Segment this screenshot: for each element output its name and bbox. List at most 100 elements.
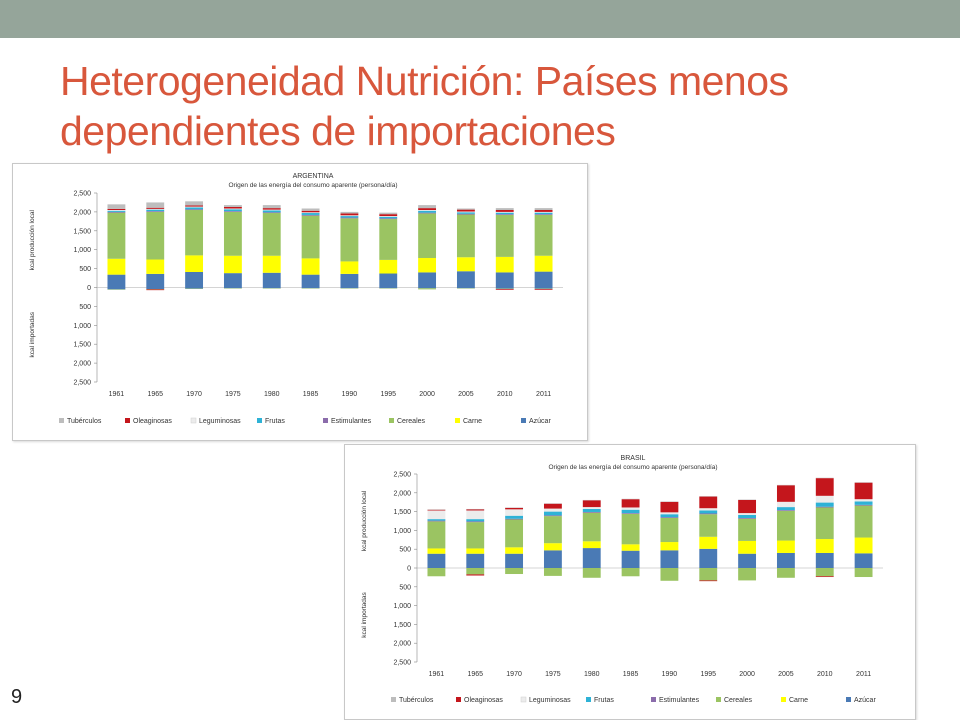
brasil-bar-leguminosas-2010 [815,495,834,503]
brasil-bar-frutas-2005 [776,507,795,511]
argentina-legend-label-leguminosas: Leguminosas [199,418,241,425]
argentina-bar-leguminosas-2000 [418,210,437,211]
brasil-bar-frutas-1985 [621,509,640,514]
brasil-legend-label-oleaginosas: Oleaginosas [464,697,503,704]
argentina-bar-cereales-1990 [340,218,359,262]
argentina-ytick-label: 2,500 [73,380,91,387]
argentina-bar-tubérculos-1975 [223,205,242,207]
argentina-bar-tubérculos-2005 [456,208,475,210]
argentina-bar-azúcar-1990 [340,273,359,288]
argentina-bar-azúcar-2005 [456,271,475,288]
argentina-bar-tubérculos-1961 [107,204,126,209]
argentina-xtick-label: 2010 [497,391,513,398]
brasil-import-oleaginosas-1965 [466,574,485,576]
argentina-bar-tubérculos-1995 [379,212,398,215]
argentina-bar-carne-2010 [495,256,514,273]
brasil-bar-frutas-2000 [738,514,757,518]
brasil-import-cereales-1995 [699,568,718,581]
argentina-import-azúcar-1990 [340,287,359,289]
argentina-bar-leguminosas-1970 [185,206,204,208]
brasil-bar-estimulantes-1975 [543,515,562,517]
brasil-import-cereales-1985 [621,568,640,577]
argentina-bar-cereales-1985 [301,215,320,259]
argentina-bar-cereales-1961 [107,212,126,259]
argentina-ytick-label: 500 [79,304,91,311]
argentina-bar-frutas-2010 [495,212,514,215]
argentina-bar-frutas-2011 [534,212,553,215]
brasil-legend-swatch-tubérculos [391,697,396,702]
argentina-bar-leguminosas-1990 [340,215,359,217]
brasil-legend-swatch-frutas [586,697,591,702]
argentina-bar-carne-2011 [534,255,553,272]
argentina-import-azúcar-1995 [379,287,398,289]
argentina-bar-estimulantes-1985 [301,214,320,216]
argentina-bar-tubérculos-2000 [418,205,437,209]
brasil-ytick-label: 1,000 [393,528,411,535]
argentina-legend-label-oleaginosas: Oleaginosas [133,418,172,425]
argentina-bar-carne-1990 [340,261,359,274]
brasil-bar-carne-2011 [854,537,873,554]
brasil-bar-carne-2010 [815,539,834,553]
brasil-xtick-label: 1970 [506,671,522,678]
argentina-import-azúcar-2005 [456,287,475,289]
brasil-legend-label-tubérculos: Tubérculos [399,697,434,704]
argentina-bar-cereales-1965 [146,211,165,260]
brasil-bar-carne-1961 [427,548,446,554]
argentina-ylabel-top: kcal producción local [29,210,36,271]
brasil-ytick-label: 1,000 [393,603,411,610]
brasil-bar-leguminosas-2011 [854,499,873,502]
argentina-xtick-label: 1980 [264,391,280,398]
brasil-bar-estimulantes-1980 [582,511,601,513]
argentina-bar-oleaginosas-1965 [146,207,165,209]
brasil-xtick-label: 2000 [739,671,755,678]
argentina-legend-swatch-leguminosas [190,417,197,424]
argentina-bar-frutas-2005 [456,212,475,214]
brasil-bar-azúcar-2011 [854,553,873,568]
brasil-bar-estimulantes-1970 [505,518,524,520]
argentina-import-azúcar-2000 [418,287,437,289]
brasil-bar-oleaginosas-2010 [815,478,834,496]
argentina-bar-carne-1980 [262,255,281,273]
brasil-bar-leguminosas-1961 [427,510,446,520]
argentina-bar-cereales-1980 [262,213,281,256]
argentina-xtick-label: 1965 [147,391,163,398]
brasil-import-cereales-2010 [815,568,834,577]
brasil-bar-azúcar-1990 [660,550,679,568]
brasil-bar-cereales-1980 [582,512,601,542]
argentina-bar-tubérculos-1985 [301,208,320,211]
brasil-bar-cereales-1970 [505,519,524,548]
argentina-title: ARGENTINA [293,173,334,180]
argentina-legend-swatch-azúcar [521,418,526,423]
argentina-bar-leguminosas-1995 [379,216,398,217]
brasil-import-cereales-1970 [505,568,524,575]
brasil-bar-cereales-2005 [776,510,795,541]
argentina-bar-oleaginosas-2000 [418,208,437,211]
argentina-bar-leguminosas-2011 [534,211,553,213]
argentina-ytick-label: 1,500 [73,342,91,349]
argentina-subtitle: Origen de las energía del consumo aparen… [228,182,397,189]
argentina-bar-cereales-2010 [495,214,514,257]
argentina-bar-azúcar-2000 [418,272,437,288]
brasil-bar-cereales-2000 [738,518,757,541]
brasil-bar-cereales-2011 [854,505,873,538]
brasil-bar-cereales-1965 [466,522,485,549]
brasil-bar-oleaginosas-2000 [738,499,757,514]
brasil-bar-frutas-1961 [427,519,446,521]
argentina-bar-cereales-1995 [379,219,398,260]
argentina-import-azúcar-1970 [185,287,204,289]
brasil-bar-carne-1975 [543,543,562,551]
slide-title: Heterogeneidad Nutrición: Países menos d… [60,56,940,156]
argentina-bar-estimulantes-2011 [534,214,553,215]
brasil-bar-azúcar-1970 [505,553,524,568]
argentina-bar-azúcar-1975 [223,273,242,288]
brasil-bar-carne-1980 [582,541,601,549]
argentina-import-azúcar-1985 [301,287,320,289]
brasil-bar-azúcar-1980 [582,548,601,568]
argentina-legend-swatch-oleaginosas [125,418,130,423]
argentina-import-cereales-2000 [418,288,437,290]
brasil-bar-leguminosas-2005 [776,501,795,508]
argentina-bar-tubérculos-1965 [146,202,165,208]
argentina-ytick-label: 500 [79,266,91,273]
brasil-bar-frutas-2010 [815,502,834,507]
argentina-legend-swatch-estimulantes [323,418,328,423]
